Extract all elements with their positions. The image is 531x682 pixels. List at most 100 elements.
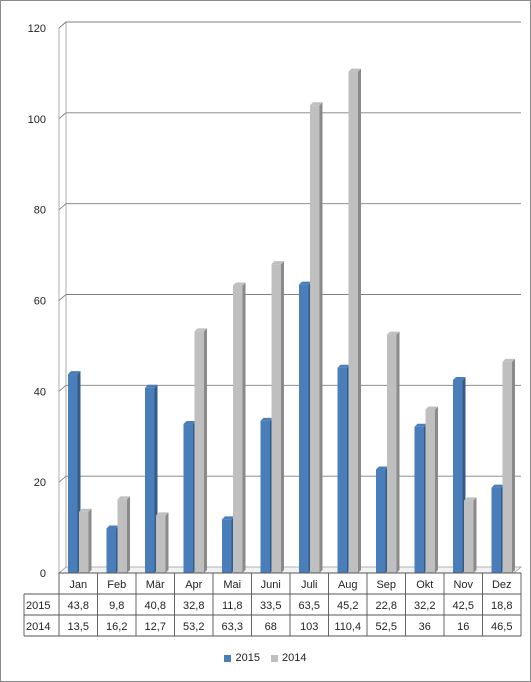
bar-top: [194, 328, 207, 332]
bar-top: [425, 406, 438, 410]
table-cell: 110,4: [334, 621, 361, 633]
bar-side: [88, 508, 92, 573]
bar: [299, 284, 309, 573]
bar: [414, 426, 424, 573]
table-cell: 46,5: [491, 621, 512, 633]
bar: [337, 367, 347, 573]
table-cell: 16,2: [106, 621, 127, 633]
table-cell: 63,3: [222, 621, 243, 633]
bar-top: [260, 417, 273, 421]
bar-side: [281, 261, 284, 573]
bar: [502, 361, 512, 573]
x-tick-label: Aug: [338, 579, 358, 591]
bar: [156, 515, 166, 573]
bar: [425, 409, 435, 573]
table-cell: 36: [419, 621, 431, 633]
bar: [376, 469, 386, 573]
legend-label-2014: 2014: [282, 652, 307, 664]
bar: [145, 387, 155, 573]
y-tick-label: 120: [28, 23, 46, 35]
bar-side: [127, 496, 130, 573]
bar-top: [310, 102, 323, 106]
bar-top: [79, 508, 92, 512]
y-tick-label: 80: [34, 205, 46, 217]
bar-side: [204, 328, 207, 573]
x-tick-label: Sep: [376, 579, 396, 591]
bar: [233, 285, 243, 573]
table-cell: 13,5: [68, 621, 89, 633]
bar: [106, 528, 116, 573]
bar-top: [106, 525, 119, 529]
legend-label-2015: 2015: [235, 652, 260, 664]
bar-side: [319, 102, 323, 573]
y-tick-label: 0: [40, 568, 46, 580]
bar: [310, 105, 320, 573]
bar: [348, 71, 358, 573]
table-series-name: 2015: [26, 600, 50, 612]
bar: [183, 424, 193, 573]
table-cell: 32,2: [414, 600, 435, 612]
gridline: [58, 294, 521, 301]
x-tick-label: Juli: [301, 579, 318, 591]
bar: [387, 334, 397, 573]
bar: [79, 511, 89, 573]
bar-top: [145, 384, 158, 388]
table-cell: 22,8: [376, 600, 397, 612]
table-cell: 103: [300, 621, 318, 633]
bar: [194, 331, 204, 573]
table-cell: 9,8: [109, 600, 124, 612]
bar-top: [502, 358, 515, 362]
bar-top: [337, 364, 350, 368]
bar-side: [242, 282, 246, 573]
gridline: [58, 384, 521, 392]
bar-side: [435, 406, 438, 573]
bar-top: [68, 371, 81, 375]
x-tick-label: Feb: [107, 579, 126, 591]
bar-top: [183, 421, 196, 425]
x-tick-label: Dez: [492, 579, 512, 591]
table-cell: 16: [457, 621, 469, 633]
bar-top: [376, 466, 389, 470]
x-tick-label: Nov: [453, 579, 473, 591]
x-tick-label: Mär: [146, 579, 165, 591]
bar-top: [299, 281, 312, 285]
table-cell: 33,5: [260, 600, 281, 612]
bar-side: [512, 358, 515, 573]
bar: [117, 499, 127, 573]
bar: [453, 379, 463, 573]
x-tick-label: Mai: [223, 579, 241, 591]
bar-top: [117, 496, 130, 500]
gridline: [58, 475, 521, 483]
table-series-name: 2014: [26, 621, 50, 633]
gridline: [58, 203, 521, 211]
bar-side: [358, 68, 361, 573]
table-cell: 12,7: [145, 621, 166, 633]
bar-top: [453, 376, 466, 380]
bar-top: [271, 261, 284, 265]
legend-item-2015: 2015: [224, 652, 260, 664]
gridline: [58, 112, 521, 120]
table-cell: 68: [265, 621, 277, 633]
x-tick-label: Apr: [185, 579, 202, 591]
bar-side: [165, 512, 169, 573]
bar-top: [222, 516, 235, 520]
table-cell: 43,8: [68, 600, 89, 612]
bar-top: [387, 331, 400, 335]
bar-top: [233, 282, 246, 286]
bar: [260, 420, 270, 573]
bar: [68, 374, 78, 573]
y-tick-label: 60: [34, 296, 46, 308]
bar-top: [491, 484, 504, 488]
bar: [222, 519, 232, 573]
table-cell: 32,8: [183, 600, 204, 612]
table-cell: 52,5: [376, 621, 397, 633]
bar-side: [396, 331, 400, 573]
legend-swatch-2015: [224, 654, 232, 662]
bar-top: [414, 423, 427, 427]
y-tick-label: 20: [34, 477, 46, 489]
bar-side: [473, 497, 477, 573]
y-tick-label: 40: [34, 386, 46, 398]
bar: [271, 264, 281, 573]
table-cell: 40,8: [145, 600, 166, 612]
